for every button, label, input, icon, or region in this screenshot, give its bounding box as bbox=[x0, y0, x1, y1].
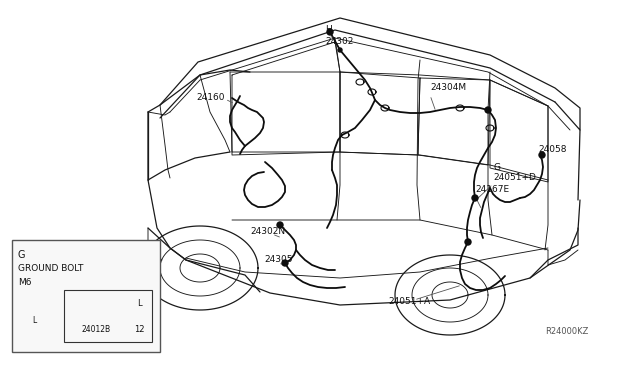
Text: 24302: 24302 bbox=[325, 38, 353, 46]
Text: 12: 12 bbox=[134, 324, 145, 334]
Text: H: H bbox=[325, 26, 332, 35]
Bar bbox=[12, 240, 160, 352]
Circle shape bbox=[327, 29, 333, 35]
Bar bbox=[64, 290, 152, 342]
Text: 24304M: 24304M bbox=[430, 83, 466, 93]
Circle shape bbox=[465, 239, 471, 245]
Text: R24000KZ: R24000KZ bbox=[545, 327, 588, 337]
Text: GROUND BOLT: GROUND BOLT bbox=[18, 264, 83, 273]
Circle shape bbox=[338, 48, 342, 52]
Text: 24051+A: 24051+A bbox=[388, 298, 430, 307]
Circle shape bbox=[539, 152, 545, 158]
Text: 24167E: 24167E bbox=[475, 186, 509, 195]
Text: G: G bbox=[493, 164, 500, 173]
Circle shape bbox=[277, 222, 283, 228]
Circle shape bbox=[485, 107, 491, 113]
Text: 24305: 24305 bbox=[264, 256, 292, 264]
Text: L: L bbox=[32, 316, 36, 325]
Text: L: L bbox=[138, 298, 142, 308]
Text: M6: M6 bbox=[18, 278, 31, 287]
Text: 24160: 24160 bbox=[196, 93, 225, 103]
Text: 24058: 24058 bbox=[538, 145, 566, 154]
Text: 24302N: 24302N bbox=[250, 228, 285, 237]
Circle shape bbox=[282, 260, 288, 266]
Text: 24051+D: 24051+D bbox=[493, 173, 536, 183]
Circle shape bbox=[472, 195, 478, 201]
Text: G: G bbox=[18, 250, 26, 260]
Text: 24012B: 24012B bbox=[81, 324, 110, 334]
